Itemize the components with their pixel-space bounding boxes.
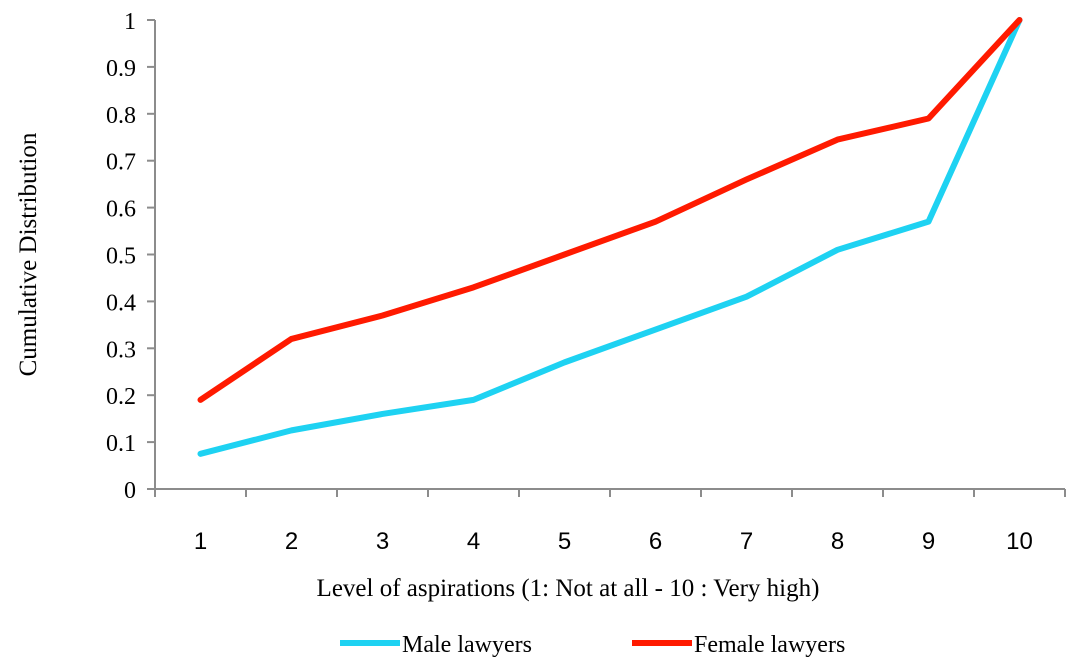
y-tick-label: 0.5 bbox=[106, 244, 136, 270]
x-tick-label: 4 bbox=[467, 528, 480, 555]
y-tick-label: 0 bbox=[124, 478, 136, 504]
axes bbox=[154, 20, 1065, 490]
y-tick-label: 1 bbox=[124, 9, 136, 35]
x-tick-label: 5 bbox=[558, 528, 571, 555]
x-tick-label: 7 bbox=[740, 528, 753, 555]
x-tick-label: 9 bbox=[922, 528, 935, 555]
x-tick-group: 1 2 3 4 5 6 7 8 9 10 bbox=[154, 489, 1066, 555]
x-tick-label: 2 bbox=[285, 528, 298, 555]
x-tick-label: 1 bbox=[194, 528, 207, 555]
y-tick-label: 0.3 bbox=[106, 337, 136, 363]
x-tick-label: 8 bbox=[831, 528, 844, 555]
x-tick-label: 10 bbox=[1006, 528, 1033, 555]
y-tick-label: 0.8 bbox=[106, 103, 136, 129]
series-line-female-lawyers bbox=[197, 17, 1023, 403]
y-tick-label: 0.4 bbox=[106, 290, 136, 316]
x-axis-title: Level of aspirations (1: Not at all - 10… bbox=[317, 575, 820, 602]
y-tick-label: 0.2 bbox=[106, 384, 136, 410]
legend-label-female-lawyers: Female lawyers bbox=[694, 632, 845, 658]
x-tick-label: 3 bbox=[376, 528, 389, 555]
y-tick-label: 0.1 bbox=[106, 431, 136, 457]
x-tick-label: 6 bbox=[649, 528, 662, 555]
legend-label-male-lawyers: Male lawyers bbox=[402, 632, 532, 658]
y-axis-title: Cumulative Distribution bbox=[15, 132, 42, 376]
series-layer bbox=[197, 17, 1023, 457]
y-tick-group: 0 0.1 0.2 0.3 0.4 0.5 0.6 0.7 0.8 0.9 1 bbox=[106, 9, 155, 504]
y-tick-label: 0.9 bbox=[106, 56, 136, 82]
series-line-male-lawyers bbox=[197, 17, 1023, 457]
y-tick-label: 0.7 bbox=[106, 150, 136, 176]
y-tick-label: 0.6 bbox=[106, 197, 136, 223]
legend: Male lawyers Female lawyers bbox=[340, 632, 845, 658]
